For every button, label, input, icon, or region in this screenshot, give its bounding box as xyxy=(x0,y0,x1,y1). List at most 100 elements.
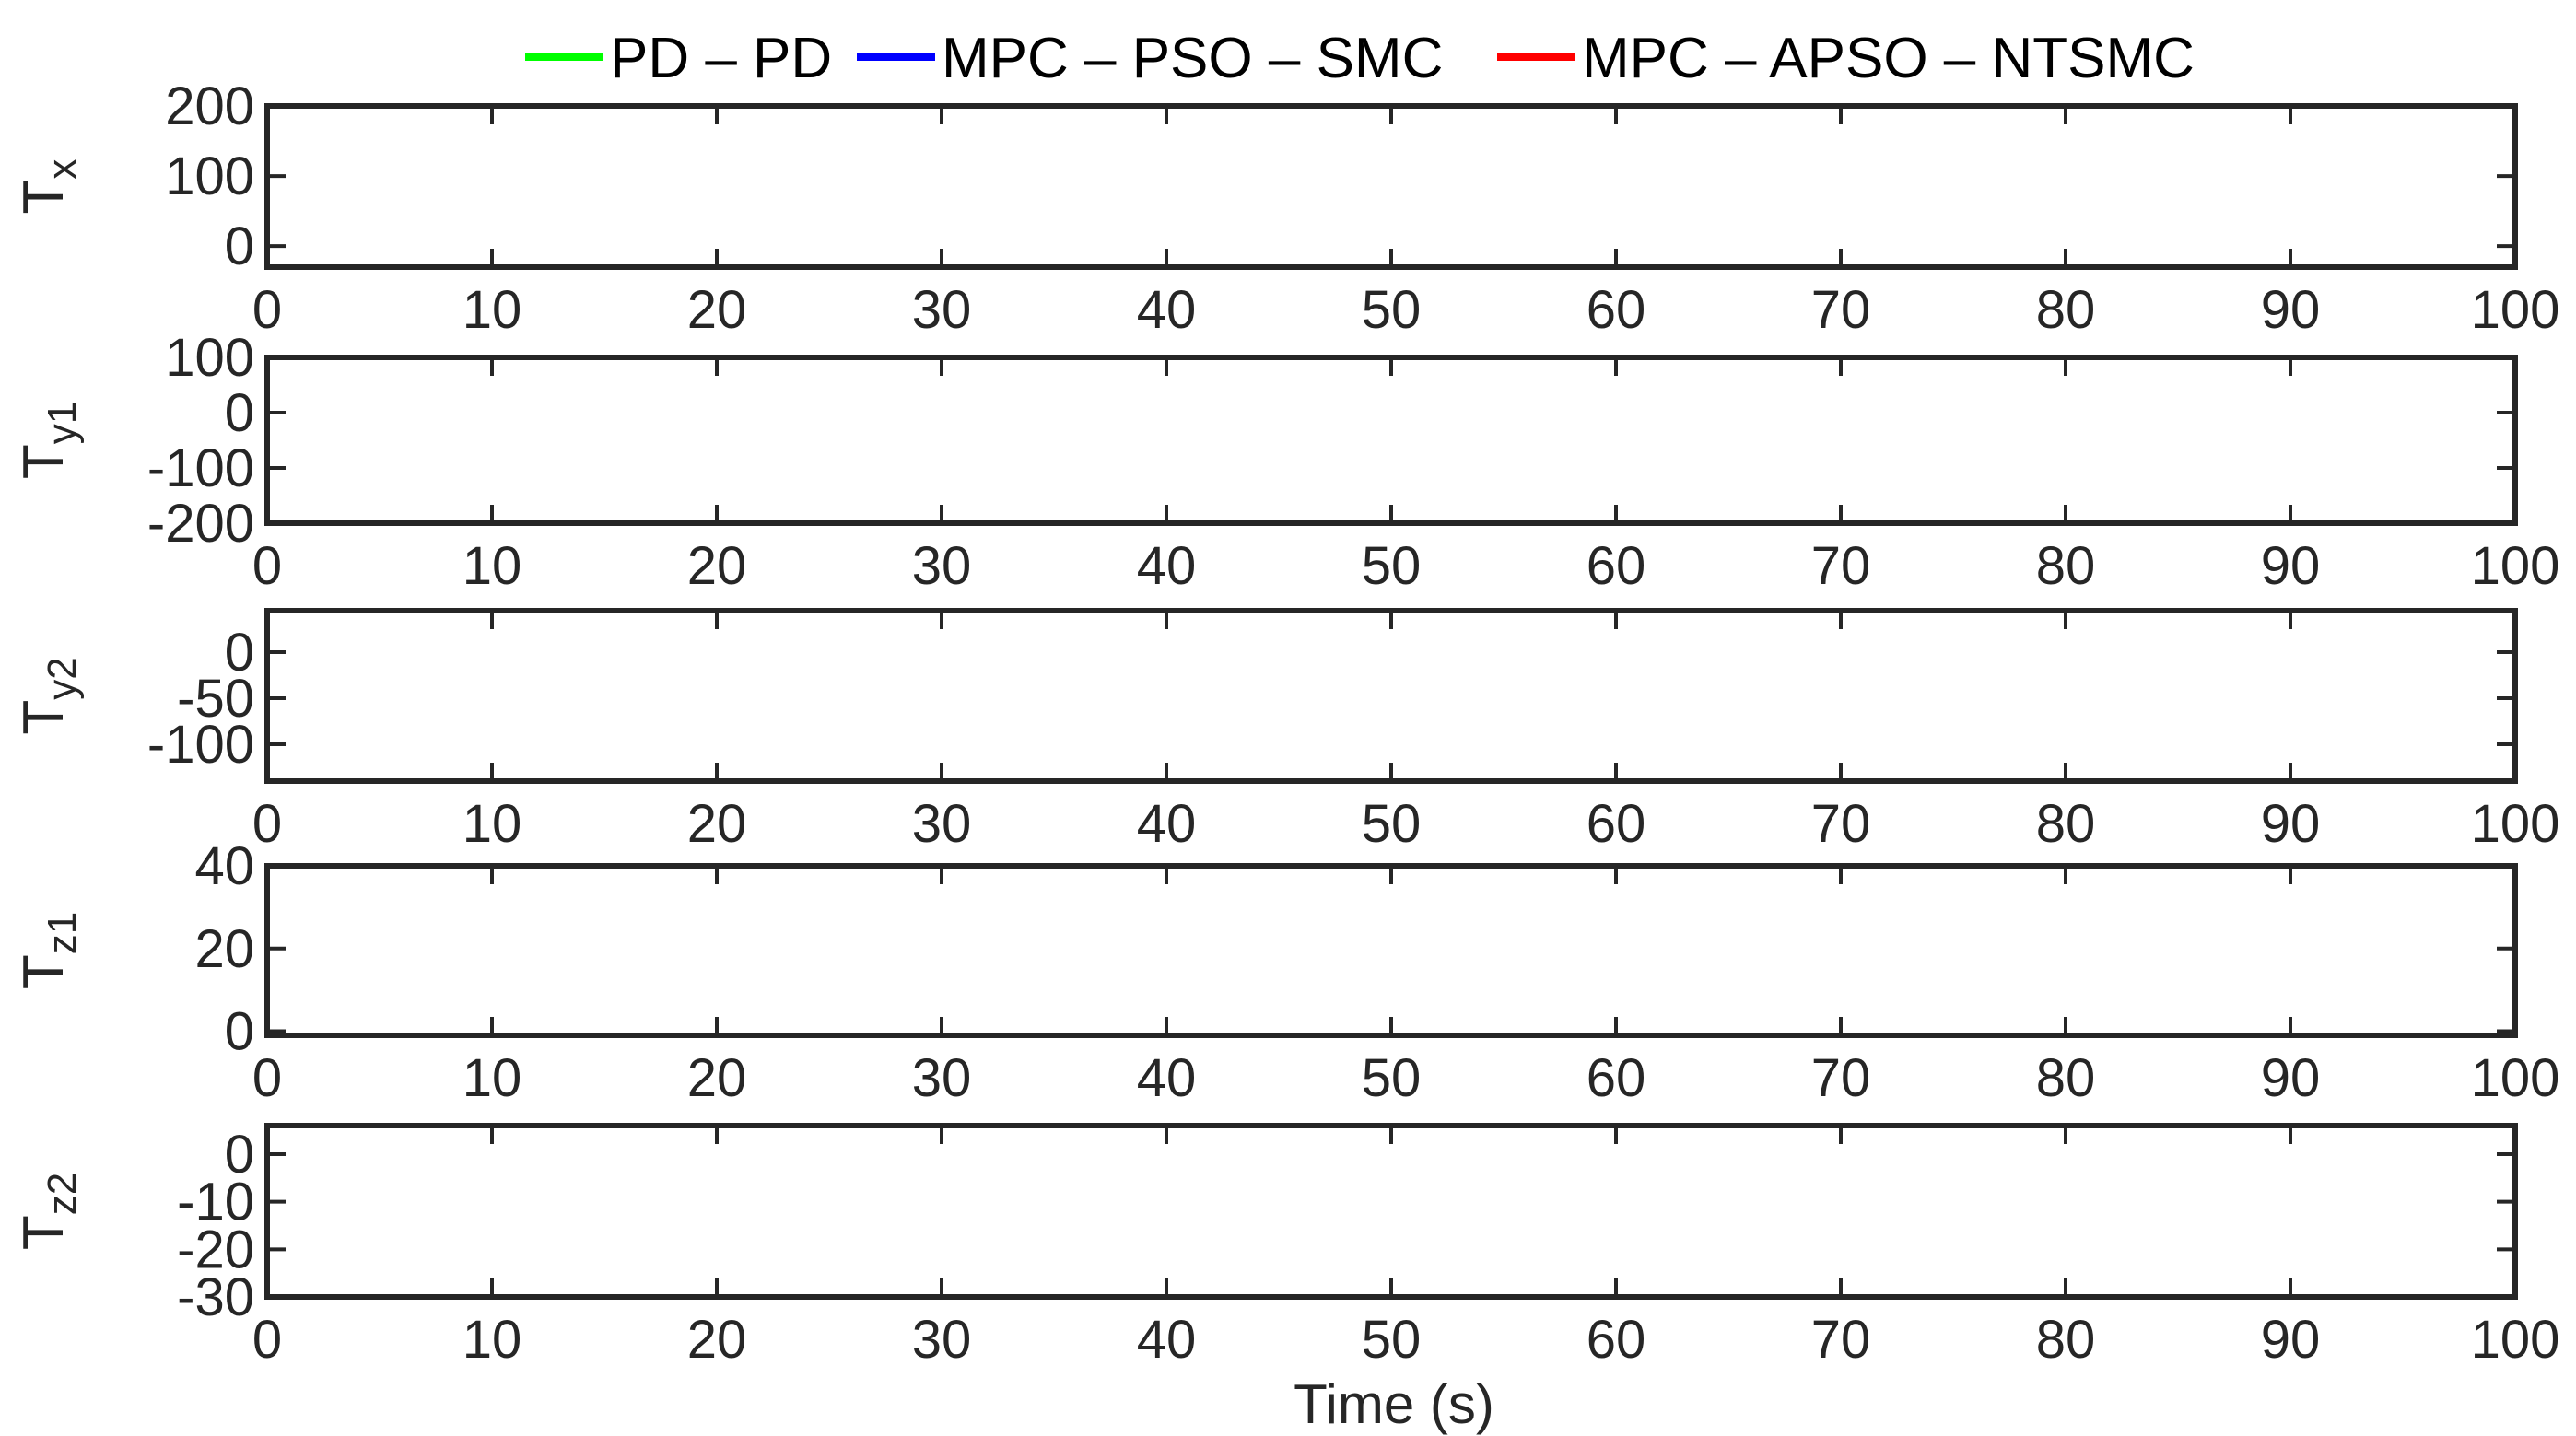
subplot-tx-frame xyxy=(264,103,2518,270)
subplot-tx-x-tick-label: 70 xyxy=(1811,280,1871,340)
subplot-tx-x-tick-label: 60 xyxy=(1587,280,1646,340)
subplot-ty1-x-tick-label: 70 xyxy=(1811,536,1871,596)
subplot-ty1-x-tick-label: 60 xyxy=(1587,536,1646,596)
legend-label-mpc-pso-smc: MPC – PSO – SMC xyxy=(942,27,1443,90)
subplot-ty1-y-tick-label: 0 xyxy=(225,383,254,443)
subplot-ty2-y-tick-label: -50 xyxy=(177,669,254,729)
legend-label-pd-pd: PD – PD xyxy=(610,27,832,90)
subplot-tx-x-tick-label: 20 xyxy=(687,280,747,340)
subplot-ty1-x-tick-label: 20 xyxy=(687,536,747,596)
subplot-tz1-x-tick-label: 90 xyxy=(2261,1048,2321,1108)
subplot-tz1-y-tick-label: 0 xyxy=(225,1002,254,1062)
subplot-tz1-y-tick-label: 40 xyxy=(194,836,254,896)
subplot-ty2-y-tick-label: -100 xyxy=(147,715,254,775)
subplot-ty2-x-tick-label: 0 xyxy=(252,794,282,854)
subplot-tz1-x-tick-label: 0 xyxy=(252,1048,282,1108)
subplot-tz2-y-axis-label-main: T xyxy=(12,1215,76,1250)
subplot-ty1-y-tick-label: 100 xyxy=(165,328,254,388)
subplot-ty2-y-axis-label-sub: y2 xyxy=(40,657,85,699)
subplot-ty1-y-tick-label: -200 xyxy=(147,494,254,554)
subplot-tz1-frame xyxy=(264,863,2518,1038)
subplot-tz2-x-tick-label: 40 xyxy=(1137,1310,1197,1370)
subplot-tz1-x-tick-label: 100 xyxy=(2471,1048,2560,1108)
subplot-tz1-x-tick-label: 40 xyxy=(1137,1048,1197,1108)
subplot-tz1-x-tick-label: 30 xyxy=(912,1048,972,1108)
subplot-ty2-x-tick-label: 80 xyxy=(2036,794,2096,854)
x-axis-label: Time (s) xyxy=(1294,1373,1494,1435)
subplot-tz2-x-tick-label: 60 xyxy=(1587,1310,1646,1370)
subplot-tx-y-tick-label: 200 xyxy=(165,76,254,136)
subplot-tx-y-tick-label: 100 xyxy=(165,146,254,206)
subplot-ty2-x-tick-label: 100 xyxy=(2471,794,2560,854)
subplot-ty2-x-tick-label: 40 xyxy=(1137,794,1197,854)
subplot-tx-x-tick-label: 90 xyxy=(2261,280,2321,340)
subplot-tx-y-axis-label-sub: x xyxy=(40,159,85,180)
legend-entry-mpc-pso-smc: MPC – PSO – SMC xyxy=(857,27,1443,90)
legend: PD – PD MPC – PSO – SMC MPC – APSO – NTS… xyxy=(525,27,2195,90)
subplot-tz2-y-axis-label: Tz2 xyxy=(12,1173,85,1250)
subplot-ty1-x-tick-label: 80 xyxy=(2036,536,2096,596)
subplot-tz2-x-tick-label: 90 xyxy=(2261,1310,2321,1370)
subplot-ty2-x-tick-label: 50 xyxy=(1362,794,1422,854)
subplot-ty1-y-axis-label-main: T xyxy=(12,444,76,479)
subplot-tx-x-tick-label: 30 xyxy=(912,280,972,340)
subplot-tz1-x-tick-label: 80 xyxy=(2036,1048,2096,1108)
subplot-ty1-x-tick-label: 40 xyxy=(1137,536,1197,596)
subplot-tz1-y-tick-label: 20 xyxy=(194,919,254,979)
subplot-ty2-x-tick-label: 10 xyxy=(463,794,522,854)
subplot-ty2-x-tick-label: 70 xyxy=(1811,794,1871,854)
subplot-ty1-y-axis-label-sub: y1 xyxy=(40,402,85,444)
subplot-tz1-x-tick-label: 20 xyxy=(687,1048,747,1108)
legend-entry-pd-pd: PD – PD xyxy=(525,27,832,90)
subplot-tz1: 0 10 20 30 40 50 60 70 80 90 100 0 20 40 Tz1 xyxy=(12,836,2559,1108)
subplot-tz1-x-tick-label: 50 xyxy=(1362,1048,1422,1108)
subplot-tx-x-tick-label: 10 xyxy=(463,280,522,340)
legend-entry-mpc-apso-ntsmc: MPC – APSO – NTSMC xyxy=(1497,27,2195,90)
subplot-tz2-x-tick-label: 70 xyxy=(1811,1310,1871,1370)
subplot-tz1-y-axis-label-main: T xyxy=(12,954,76,989)
subplot-tz2-x-tick-label: 10 xyxy=(463,1310,522,1370)
subplot-ty1-frame xyxy=(264,355,2518,526)
subplot-ty1-x-tick-label: 0 xyxy=(252,536,282,596)
subplot-ty2-x-tick-label: 20 xyxy=(687,794,747,854)
subplot-tx-y-axis-label: Tx xyxy=(12,159,85,215)
subplot-tz2-x-tick-label: 50 xyxy=(1362,1310,1422,1370)
subplot-tz2-y-axis-label-sub: z2 xyxy=(40,1173,85,1215)
subplot-tz2-y-tick-label: -10 xyxy=(177,1173,254,1232)
subplot-tx-y-axis-label-main: T xyxy=(12,180,76,215)
subplot-tx: 0 10 20 30 40 50 60 70 80 90 100 0 100 200 Tx xyxy=(12,76,2559,340)
subplot-tx-y-tick-label: 0 xyxy=(225,216,254,276)
subplot-ty2-x-tick-label: 30 xyxy=(912,794,972,854)
subplot-ty1-x-tick-label: 90 xyxy=(2261,536,2321,596)
subplot-ty1-y-axis-label: Ty1 xyxy=(12,402,85,479)
subplot-tz2-y-tick-label: 0 xyxy=(225,1125,254,1185)
subplot-ty1-x-tick-label: 100 xyxy=(2471,536,2560,596)
subplot-tx-x-tick-label: 80 xyxy=(2036,280,2096,340)
subplot-tz2-y-tick-label: -30 xyxy=(177,1267,254,1327)
legend-label-mpc-apso-ntsmc: MPC – APSO – NTSMC xyxy=(1582,27,2195,90)
subplot-tz1-x-tick-label: 10 xyxy=(463,1048,522,1108)
subplot-tx-x-tick-label: 100 xyxy=(2471,280,2560,340)
subplot-ty2-y-axis-label-main: T xyxy=(12,700,76,735)
subplot-tx-x-tick-label: 0 xyxy=(252,280,282,340)
subplot-tz2-x-tick-label: 80 xyxy=(2036,1310,2096,1370)
subplot-ty1-x-tick-label: 50 xyxy=(1362,536,1422,596)
subplot-tz1-y-axis-label-sub: z1 xyxy=(40,912,85,954)
subplot-ty2-x-tick-label: 90 xyxy=(2261,794,2321,854)
subplot-ty1-x-tick-label: 30 xyxy=(912,536,972,596)
subplot-tx-x-tick-label: 40 xyxy=(1137,280,1197,340)
subplot-tz1-x-tick-label: 60 xyxy=(1587,1048,1646,1108)
subplot-tz2-y-tick-label: -20 xyxy=(177,1220,254,1279)
subplot-tz2-x-tick-label: 100 xyxy=(2471,1310,2560,1370)
subplot-ty2-x-tick-label: 60 xyxy=(1587,794,1646,854)
subplot-ty2-frame xyxy=(264,608,2518,784)
subplot-ty1-y-tick-label: -100 xyxy=(147,438,254,498)
subplot-tz2-x-tick-label: 20 xyxy=(687,1310,747,1370)
subplot-tx-x-tick-label: 50 xyxy=(1362,280,1422,340)
subplot-tz1-y-axis-label: Tz1 xyxy=(12,912,85,989)
